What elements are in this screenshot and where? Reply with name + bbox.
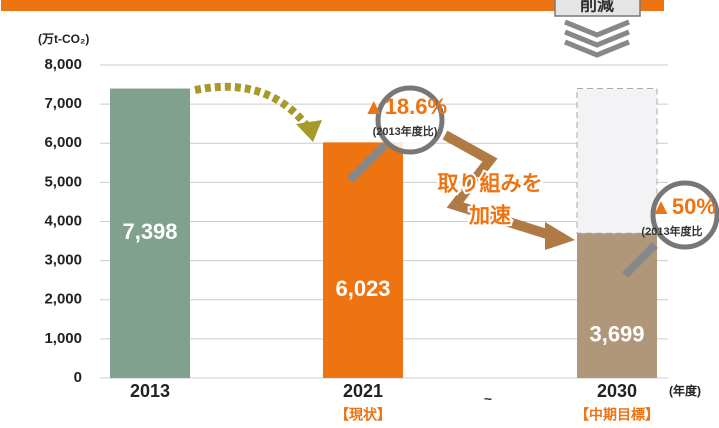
y-tick-label: 4,000 [44,212,82,229]
target-frame [576,88,658,234]
bar [110,88,190,378]
bar [323,142,403,378]
y-tick-label: 6,000 [44,134,82,151]
annotation: (2013年度比) [373,124,438,138]
x-tick-label: 2013 [130,381,170,401]
arrow-head [296,120,322,142]
x-sub-label: 【中期目標】 [575,407,659,423]
arrow [194,82,314,133]
x-tick-label: 2021 [343,381,383,401]
arrow-head [545,222,575,250]
annotation: (2013年度比 [641,224,702,238]
magnifier [347,85,719,278]
badge: 削減 [580,0,614,14]
y-tick-label: 1,000 [44,330,82,347]
arrow [442,130,552,240]
y-tick-label: 2,000 [44,291,82,308]
annotation: 加速 [468,205,511,228]
badge-box [554,0,641,17]
y-tick-label: 8,000 [44,56,82,73]
annotation: ▲18.6% [363,94,447,119]
annotation: ▲50% [650,194,716,219]
annotation: 取り組みを [438,172,543,196]
y-tick-label: 3,000 [44,252,82,269]
y-axis-label: (万t-CO₂) [38,32,89,46]
x-tick-label: 2030 [597,381,637,401]
y-tick-label: 7,000 [44,95,82,112]
value-label: 7,398 [122,219,177,244]
x-unit: (年度) [669,383,701,398]
chevrons [564,19,630,58]
x-sub-label: 【現状】 [335,407,391,423]
value-label: 3,699 [589,321,644,346]
y-tick-label: 0 [74,369,82,386]
banner [0,0,666,13]
separator: ~ [484,391,492,407]
y-tick-label: 5,000 [44,173,82,190]
value-label: 6,023 [335,276,390,301]
